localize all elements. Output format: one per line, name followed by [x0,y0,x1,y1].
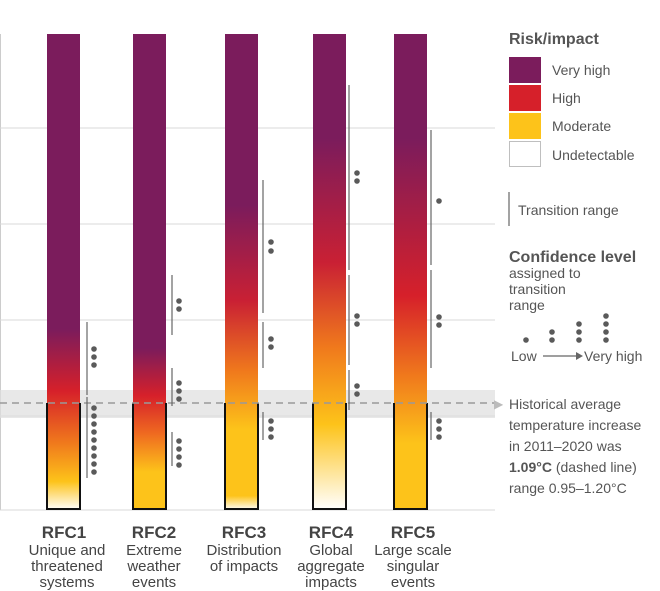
confidence-title: Confidence level [509,249,636,266]
legend-label-undetectable: Undetectable [552,147,635,163]
note-value-line: 1.09°C (dashed line) [509,459,637,475]
rfc4-subtitle: aggregate [297,558,365,575]
confidence-dots [268,239,274,254]
confidence-subtitle: assigned to [509,265,581,281]
ember-frame-rfc3 [224,403,259,510]
confidence-dots [354,383,360,397]
confidence-dots [91,405,97,475]
rfc2-subtitle: weather [126,558,180,575]
confidence-dots [354,313,360,327]
arrow-right-icon [576,352,583,360]
confidence-dots [176,380,182,402]
rfc5-subtitle: events [391,574,435,591]
ember-rfc2 [133,34,166,510]
note-range: range 0.95–1.20°C [509,480,627,496]
ember-rfc3 [225,34,258,510]
rfc5-subtitle: singular [387,558,440,575]
note-value: 1.09°C [509,459,552,475]
note-line: Historical average [509,396,621,412]
column-labels: RFC1 Unique and threatened systems RFC2 … [29,523,452,591]
confidence-subtitle: range [509,297,545,313]
ember-rfc4 [313,34,346,510]
note-value-suffix: (dashed line) [552,459,637,475]
rfc1-subtitle: systems [39,574,94,591]
legend-title: Risk/impact [509,31,599,48]
confidence-dots [436,418,442,440]
legend-swatch-high [509,85,541,111]
confidence-dots [91,346,97,368]
ember-frame-rfc4 [312,403,347,510]
ember-frame-rfc5 [393,403,428,510]
legend: Risk/impact Very high High Moderate Unde… [508,31,642,364]
ember-rfc5 [394,34,427,510]
legend-transition-label: Transition range [518,202,619,218]
rfc4-subtitle: impacts [305,574,357,591]
rfc3-title: RFC3 [222,523,266,542]
legend-swatch-very-high [509,57,541,83]
legend-label-high: High [552,90,581,106]
rfc2-title: RFC2 [132,523,176,542]
confidence-dots [436,314,442,328]
confidence-subtitle: transition [509,281,566,297]
confidence-high-label: Very high [584,348,642,364]
legend-swatch-moderate [509,113,541,139]
rfc2-subtitle: Extreme [126,542,182,559]
rfc5-title: RFC5 [391,523,435,542]
legend-swatch-undetectable [509,141,541,167]
legend-label-moderate: Moderate [552,118,611,134]
rfc3-subtitle: of impacts [210,558,278,575]
note-line: in 2011–2020 was [509,438,622,454]
confidence-dots [176,438,182,468]
rfc2-subtitle: events [132,574,176,591]
rfc5-subtitle: Large scale [374,542,452,559]
rfc1-title: RFC1 [42,523,86,542]
confidence-dots [354,170,360,184]
rfc1-subtitle: Unique and [29,542,106,559]
confidence-dots [268,336,274,350]
ember-frame-rfc2 [132,403,167,510]
historical-note: Historical average temperature increase … [509,396,642,496]
confidence-low-label: Low [511,348,538,364]
confidence-dots [176,298,182,312]
plot-area: ▶ [0,34,504,511]
confidence-dots [268,418,274,440]
confidence-dots [436,198,442,204]
confidence-scale-dots [523,313,609,343]
ember-frame-rfc1 [46,403,81,510]
rfc3-subtitle: Distribution [206,542,281,559]
legend-label-very-high: Very high [552,62,610,78]
ember-rfc1 [47,34,80,510]
note-line: temperature increase [509,417,642,433]
rfc4-subtitle: Global [309,542,352,559]
historical-arrow-icon: ▶ [494,397,504,411]
rfc4-title: RFC4 [309,523,354,542]
rfc1-subtitle: threatened [31,558,103,575]
